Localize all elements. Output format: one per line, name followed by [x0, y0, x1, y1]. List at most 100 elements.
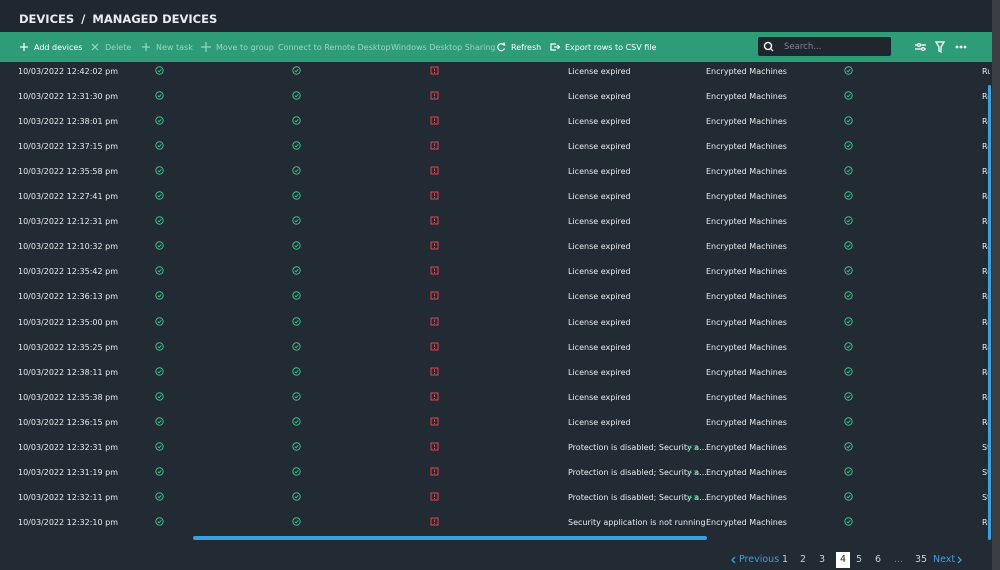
table-row[interactable]: 10/03/2022 12:35:58 pm License expired Enc… — [0, 159, 990, 184]
toolbar-action: Windows Desktop Sharing — [391, 32, 496, 62]
icon-cell — [292, 210, 301, 235]
toolbar-icons[interactable] — [912, 40, 972, 54]
action-label: Add devices — [34, 42, 83, 52]
toolbar-action[interactable]: Refresh — [496, 32, 541, 62]
toolbar-action[interactable]: Add devices — [19, 32, 82, 62]
action-icon — [497, 42, 506, 52]
more-link[interactable]: >> — [686, 467, 700, 477]
page-current[interactable]: 4 — [836, 552, 850, 568]
table-row[interactable]: 10/03/2022 12:12:31 pm License expired Enc… — [0, 209, 990, 234]
group: Encrypted Machines — [706, 92, 787, 102]
table-row[interactable]: 10/03/2022 12:35:42 pm License expired Enc… — [0, 259, 990, 284]
icon-cell — [155, 361, 164, 386]
icon-cell — [844, 361, 853, 386]
table-row[interactable]: 10/03/2022 12:36:13 pm License expired Enc… — [0, 284, 990, 309]
status-ok-icon — [155, 291, 164, 301]
status: License expired — [568, 417, 631, 427]
status: License expired — [568, 317, 631, 327]
icon-cell — [292, 311, 301, 336]
icon-cell — [155, 85, 164, 110]
status-ok-icon — [292, 467, 301, 476]
group: Encrypted Machines — [706, 292, 787, 302]
table-row[interactable]: 10/03/2022 12:36:15 pm License expired Enc… — [0, 410, 990, 435]
table-row[interactable]: 10/03/2022 12:35:38 pm License expired Enc… — [0, 385, 990, 410]
header: DEVICES / MANAGED DEVICES — [0, 0, 992, 32]
page-prev[interactable]: Previous — [739, 554, 780, 565]
status-ok-icon — [292, 266, 301, 276]
table-row[interactable]: 10/03/2022 12:32:10 pm Security applicati… — [0, 510, 990, 535]
page-number[interactable]: 35 — [915, 554, 928, 565]
page-number[interactable]: 5 — [856, 554, 863, 565]
icon-cell — [430, 260, 439, 285]
status-error-icon — [430, 141, 439, 150]
last-column: St — [982, 467, 990, 477]
action-icon — [20, 43, 28, 51]
crumb[interactable]: DEVICES — [19, 12, 75, 26]
status: License expired — [568, 367, 631, 377]
table-row[interactable]: 10/03/2022 12:35:25 pm License expired Enc… — [0, 335, 990, 360]
icon-cell — [292, 511, 301, 536]
table-row[interactable]: 10/03/2022 12:38:11 pm License expired Enc… — [0, 360, 990, 385]
more-link[interactable]: >> — [686, 442, 700, 452]
more-link[interactable]: >> — [686, 492, 700, 502]
time: 10/03/2022 12:12:31 pm — [18, 217, 118, 227]
icon-cell — [155, 511, 164, 536]
table-row[interactable]: 10/03/2022 12:32:11 pm Protection is disa… — [0, 485, 990, 510]
status-ok-icon — [844, 116, 853, 125]
chevron — [957, 556, 962, 564]
table-row[interactable]: 10/03/2022 12:27:41 pm License expired Enc… — [0, 184, 990, 209]
icon-cell — [430, 235, 439, 260]
page-number[interactable]: ... — [894, 554, 904, 565]
action-icon — [550, 43, 560, 51]
status-ok-icon — [155, 391, 164, 401]
status-ok-icon — [844, 191, 853, 200]
icon-cell — [292, 135, 301, 160]
page-next[interactable]: Next — [933, 554, 956, 565]
icon-cell — [430, 486, 439, 511]
table-row[interactable]: 10/03/2022 12:35:00 pm License expired Enc… — [0, 310, 990, 335]
status-ok-icon — [155, 416, 164, 426]
status-ok-icon — [844, 366, 853, 376]
status: License expired — [568, 342, 631, 352]
status: License expired — [568, 192, 631, 202]
status-error-icon — [430, 116, 439, 125]
toolbar-action: Move to group — [201, 32, 274, 62]
time: 10/03/2022 12:35:38 pm — [18, 392, 118, 402]
h-scrollbar[interactable] — [193, 536, 707, 540]
table-row[interactable]: 10/03/2022 12:31:30 pm License expired Enc… — [0, 84, 990, 109]
last-column: Re — [982, 392, 990, 402]
status-ok-icon — [844, 91, 853, 100]
status-ok-icon — [292, 116, 301, 125]
status: License expired — [568, 67, 631, 76]
toolbar-action[interactable]: Export rows to CSV file — [550, 32, 656, 62]
icon-cell — [844, 311, 853, 336]
table-row[interactable]: 10/03/2022 12:32:31 pm Protection is disa… — [0, 435, 990, 460]
table-row[interactable]: 10/03/2022 12:10:32 pm License expired Enc… — [0, 234, 990, 259]
page-number[interactable]: 6 — [875, 554, 882, 565]
group: Encrypted Machines — [706, 167, 787, 177]
table-row[interactable]: 10/03/2022 12:37:15 pm License expired Enc… — [0, 134, 990, 159]
status: License expired — [568, 217, 631, 227]
icon-cell — [430, 336, 439, 361]
status-ok-icon — [155, 467, 164, 476]
icon-cell — [844, 486, 853, 511]
icon-cell — [430, 411, 439, 436]
status-ok-icon — [292, 166, 301, 175]
page-number[interactable]: 1 — [782, 554, 789, 565]
table-row[interactable]: 10/03/2022 12:31:19 pm Protection is disa… — [0, 460, 990, 485]
status-error-icon — [430, 342, 439, 351]
time: 10/03/2022 12:35:42 pm — [18, 267, 118, 277]
status-ok-icon — [292, 492, 301, 501]
last-column: St — [982, 492, 990, 502]
icon-cell — [292, 235, 301, 260]
v-scrollbar[interactable] — [988, 85, 991, 540]
search-box[interactable]: Search... — [758, 37, 891, 56]
page-number[interactable]: 3 — [819, 554, 826, 565]
status: License expired — [568, 392, 631, 402]
table-row[interactable]: 10/03/2022 12:42:02 pm License expired Enc… — [0, 59, 990, 84]
page-number[interactable]: 2 — [800, 554, 807, 565]
status: License expired — [568, 267, 631, 277]
status-ok-icon — [844, 241, 853, 251]
table-row[interactable]: 10/03/2022 12:38:01 pm License expired Enc… — [0, 109, 990, 134]
status-error-icon — [430, 517, 439, 526]
